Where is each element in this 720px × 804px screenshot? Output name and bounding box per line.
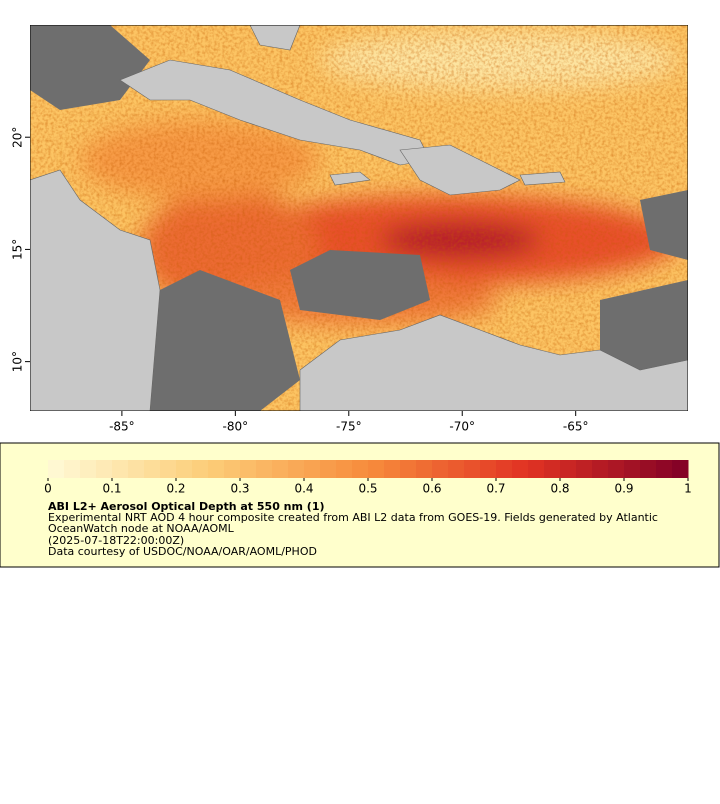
no-data xyxy=(30,25,688,411)
colorbar-step xyxy=(528,460,545,478)
colorbar-tick-label: 0.2 xyxy=(166,482,185,496)
colorbar-step xyxy=(608,460,625,478)
colorbar-step xyxy=(128,460,145,478)
colorbar-step xyxy=(176,460,193,478)
colorbar-step xyxy=(160,460,177,478)
legend-line: Experimental NRT AOD 4 hour composite cr… xyxy=(48,511,658,524)
colorbar-step xyxy=(80,460,97,478)
colorbar-tick-label: 0.6 xyxy=(422,482,441,496)
colorbar-step xyxy=(368,460,385,478)
x-tick-label: -70° xyxy=(449,420,475,434)
colorbar-step xyxy=(656,460,673,478)
colorbar-step xyxy=(192,460,209,478)
x-tick-label: -75° xyxy=(336,420,362,434)
colorbar-tick-label: 0.8 xyxy=(550,482,569,496)
colorbar-step xyxy=(288,460,305,478)
legend-line: (2025-07-18T22:00:00Z) xyxy=(48,534,184,547)
x-tick-label: -80° xyxy=(223,420,249,434)
x-tick-label: -85° xyxy=(109,420,135,434)
colorbar-step xyxy=(560,460,577,478)
colorbar-step xyxy=(272,460,289,478)
colorbar-tick-label: 0.4 xyxy=(294,482,313,496)
colorbar-step xyxy=(256,460,273,478)
colorbar-step xyxy=(448,460,465,478)
colorbar-step xyxy=(640,460,657,478)
legend-title: ABI L2+ Aerosol Optical Depth at 550 nm … xyxy=(48,500,325,513)
land xyxy=(30,25,688,411)
colorbar-tick-label: 0.3 xyxy=(230,482,249,496)
colorbar-step xyxy=(512,460,529,478)
colorbar-tick-label: 0.5 xyxy=(358,482,377,496)
legend-line: Data courtesy of USDOC/NOAA/OAR/AOML/PHO… xyxy=(48,545,317,558)
colorbar-tick-label: 0.9 xyxy=(614,482,633,496)
colorbar-step xyxy=(416,460,433,478)
colorbar-step xyxy=(112,460,129,478)
colorbar-tick-label: 0.1 xyxy=(102,482,121,496)
colorbar-step xyxy=(352,460,369,478)
colorbar-step xyxy=(400,460,417,478)
colorbar-tick-label: 1 xyxy=(684,482,692,496)
colorbar-step xyxy=(592,460,609,478)
colorbar-step xyxy=(672,460,689,478)
colorbar-step xyxy=(64,460,81,478)
colorbar-step xyxy=(544,460,561,478)
colorbar-step xyxy=(336,460,353,478)
colorbar-step xyxy=(48,460,65,478)
colorbar-step xyxy=(496,460,513,478)
y-tick-label: 10° xyxy=(11,351,25,372)
colorbar-step xyxy=(144,460,161,478)
colorbar-step xyxy=(480,460,497,478)
y-tick-label: 15° xyxy=(11,239,25,260)
colorbar-step xyxy=(624,460,641,478)
colorbar-step xyxy=(464,460,481,478)
colorbar-tick-label: 0 xyxy=(44,482,52,496)
colorbar-step xyxy=(432,460,449,478)
colorbar-step xyxy=(208,460,225,478)
map xyxy=(30,25,688,411)
colorbar-step xyxy=(224,460,241,478)
legend-line: OceanWatch node at NOAA/AOML xyxy=(48,522,235,535)
colorbar-step xyxy=(576,460,593,478)
colorbar-step xyxy=(320,460,337,478)
x-tick-label: -65° xyxy=(563,420,589,434)
colorbar-step xyxy=(304,460,321,478)
colorbar-step xyxy=(96,460,113,478)
colorbar-step xyxy=(240,460,257,478)
colorbar-tick-label: 0.7 xyxy=(486,482,505,496)
y-tick-label: 20° xyxy=(11,127,25,148)
colorbar-step xyxy=(384,460,401,478)
